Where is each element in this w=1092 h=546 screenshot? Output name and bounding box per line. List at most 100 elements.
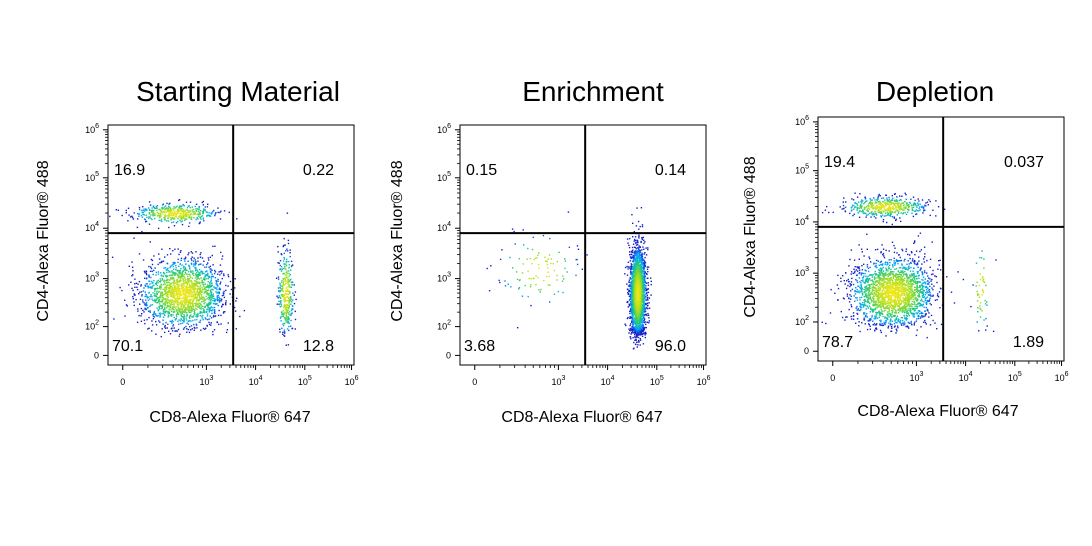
event-dot <box>638 339 640 342</box>
event-dot <box>634 269 636 272</box>
event-dot <box>158 308 161 310</box>
event-dot <box>645 323 647 326</box>
event-dot <box>140 315 142 317</box>
event-dot <box>630 272 633 274</box>
event-dot <box>284 317 286 319</box>
event-dot <box>627 268 629 270</box>
event-dot <box>285 277 287 279</box>
event-dot <box>633 341 635 344</box>
event-dot <box>172 308 174 310</box>
event-dot <box>191 252 194 254</box>
event-dot <box>144 285 147 287</box>
event-dot <box>155 206 158 208</box>
event-dot <box>190 290 192 292</box>
event-dot <box>165 310 167 312</box>
plot-frame <box>459 124 707 366</box>
event-dot <box>158 305 160 308</box>
event-dot <box>640 326 642 328</box>
event-dot <box>156 287 159 289</box>
event-dot <box>196 208 199 210</box>
event-dot <box>214 213 217 215</box>
event-dot <box>145 301 148 304</box>
event-dot <box>162 296 164 298</box>
event-dot <box>173 316 175 319</box>
event-dot <box>199 302 201 305</box>
event-dot <box>138 215 140 217</box>
event-dot <box>154 293 156 295</box>
event-dot <box>630 263 632 265</box>
event-dot <box>194 213 196 215</box>
event-dot <box>222 312 225 314</box>
event-dot <box>278 295 281 297</box>
event-dot <box>218 271 220 273</box>
event-dot <box>186 218 188 220</box>
event-dot <box>626 238 629 240</box>
event-dot <box>216 292 218 294</box>
event-dot <box>172 277 174 279</box>
event-dot <box>209 282 211 285</box>
event-dot <box>191 281 193 283</box>
event-dot <box>276 295 278 297</box>
event-dot <box>149 311 151 313</box>
event-dot <box>210 280 212 283</box>
event-dot <box>633 266 635 268</box>
event-dot <box>149 270 152 272</box>
event-dot <box>190 217 192 219</box>
event-dot <box>286 274 288 276</box>
event-dot <box>181 273 183 276</box>
event-dot <box>631 328 634 331</box>
event-dot <box>165 276 168 278</box>
event-dot <box>640 277 642 280</box>
event-dot <box>172 221 175 223</box>
event-dot <box>186 289 189 291</box>
event-dot <box>286 286 288 288</box>
event-dot <box>187 293 190 295</box>
event-dot <box>284 300 286 303</box>
event-dot <box>633 301 636 303</box>
event-dot <box>629 317 631 319</box>
event-dot <box>186 328 188 330</box>
event-dot <box>170 299 172 301</box>
event-dot <box>187 216 190 218</box>
event-dot <box>647 266 650 268</box>
event-dot <box>633 280 635 282</box>
event-dot <box>225 300 227 302</box>
event-dot <box>639 319 642 322</box>
event-dot <box>189 298 192 300</box>
event-dot <box>633 321 635 323</box>
event-dot <box>208 259 210 261</box>
event-dot <box>637 266 639 268</box>
event-dot <box>633 309 635 311</box>
event-dot <box>643 303 645 305</box>
event-dot <box>151 280 153 283</box>
event-dot <box>290 298 292 301</box>
event-dot <box>634 295 636 298</box>
event-dot <box>192 294 194 296</box>
event-dot <box>174 274 176 276</box>
event-dot <box>189 317 191 319</box>
event-dot <box>170 285 173 288</box>
event-dot <box>208 323 211 326</box>
event-dot <box>288 306 290 308</box>
event-dot <box>642 311 644 313</box>
event-dot <box>181 311 183 313</box>
event-dot <box>166 288 168 291</box>
event-dot <box>210 212 212 215</box>
event-dot <box>194 290 196 293</box>
event-dot <box>173 272 175 274</box>
event-dot <box>635 225 638 227</box>
event-dot <box>201 257 204 259</box>
event-dot <box>168 308 170 311</box>
event-dot <box>191 277 194 279</box>
event-dot <box>645 299 647 301</box>
event-dot <box>633 312 635 315</box>
event-dot <box>207 278 209 280</box>
event-dot <box>639 310 642 313</box>
event-dot <box>218 309 220 312</box>
event-dot <box>632 268 634 270</box>
event-dot <box>634 265 637 267</box>
event-dot <box>183 319 185 322</box>
event-dot <box>177 287 179 290</box>
event-dot <box>205 311 208 313</box>
event-dot <box>184 268 187 270</box>
